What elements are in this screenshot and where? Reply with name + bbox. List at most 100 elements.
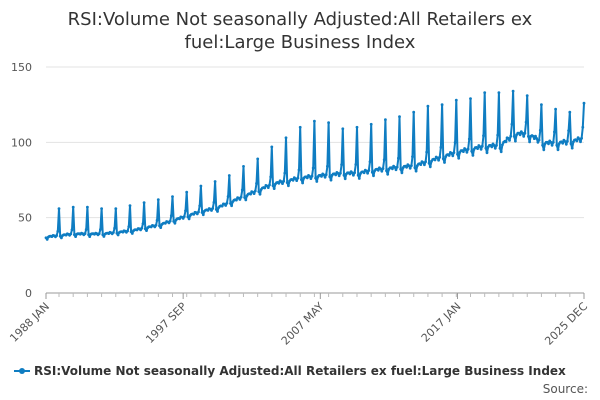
- series-point: [200, 211, 204, 214]
- series-point: [568, 110, 572, 114]
- series-point: [384, 118, 387, 122]
- series-point: [466, 147, 470, 151]
- series-point: [440, 103, 444, 107]
- series-point: [353, 171, 356, 175]
- series-point: [496, 133, 500, 137]
- series-point: [370, 170, 374, 174]
- series-point: [563, 140, 567, 143]
- series-point: [263, 186, 267, 190]
- series-point: [199, 184, 203, 188]
- series-point: [518, 133, 522, 137]
- series-point: [310, 174, 314, 178]
- series-line: [45, 90, 585, 241]
- series-point: [225, 201, 229, 205]
- series-point: [226, 195, 230, 198]
- series-point: [547, 142, 550, 146]
- series-point: [532, 137, 536, 141]
- series-point: [127, 225, 131, 229]
- series-point: [171, 195, 174, 199]
- series-point: [495, 144, 498, 147]
- series-point: [313, 119, 316, 123]
- series-point: [84, 228, 88, 231]
- series-point: [212, 201, 216, 204]
- y-tick-label: 100: [11, 136, 32, 149]
- series-point: [60, 236, 63, 240]
- series-point: [116, 233, 120, 237]
- series-point: [253, 189, 257, 193]
- series-point: [297, 168, 301, 172]
- series-point: [382, 158, 386, 162]
- series-point: [482, 134, 485, 138]
- source-label: Source:: [542, 382, 588, 396]
- series-point: [154, 223, 158, 227]
- series-point: [580, 136, 583, 140]
- series-point: [112, 231, 115, 234]
- series-point: [499, 150, 503, 154]
- series-point: [55, 234, 58, 238]
- series-point: [83, 232, 87, 236]
- series-point: [142, 201, 146, 205]
- series-point: [285, 181, 289, 185]
- series-point: [339, 171, 342, 175]
- series-point: [427, 161, 431, 165]
- series-point: [342, 173, 346, 177]
- series-point: [216, 210, 219, 213]
- series-point: [283, 171, 287, 175]
- series-point: [324, 173, 328, 177]
- series-point: [314, 176, 317, 180]
- series-point: [309, 177, 313, 181]
- legend[interactable]: RSI:Volume Not seasonally Adjusted:All R…: [14, 364, 566, 378]
- series-point: [329, 178, 333, 182]
- series-point: [126, 229, 129, 233]
- series-point: [394, 168, 398, 172]
- series-point: [71, 205, 75, 209]
- series-point: [368, 160, 372, 164]
- series-point: [453, 141, 457, 144]
- series-point: [462, 150, 465, 154]
- series-point: [184, 209, 187, 213]
- series-point: [514, 139, 517, 143]
- series-point: [525, 94, 529, 97]
- series-point: [536, 140, 540, 144]
- series-point: [510, 122, 514, 126]
- series-point: [540, 103, 543, 107]
- series-point: [257, 190, 261, 194]
- series-point: [201, 213, 205, 217]
- series-point: [114, 207, 118, 211]
- series-point: [441, 157, 445, 161]
- series-point: [413, 166, 417, 170]
- series-point: [230, 204, 234, 208]
- series-point: [337, 174, 341, 178]
- series-point: [266, 186, 270, 190]
- series-point: [423, 163, 426, 167]
- series-point: [407, 164, 411, 168]
- series-point: [465, 150, 469, 154]
- series-point: [398, 115, 401, 119]
- series-point: [527, 135, 530, 138]
- series-point: [327, 121, 330, 125]
- series-point: [551, 140, 555, 144]
- series-point: [400, 171, 404, 175]
- series-point: [211, 207, 215, 210]
- series-point: [579, 140, 582, 144]
- series-point: [296, 176, 300, 180]
- series-point: [198, 204, 202, 208]
- series-point: [239, 195, 243, 199]
- series-point: [569, 142, 573, 146]
- series-point: [537, 138, 541, 142]
- series-point: [553, 130, 556, 134]
- series-point: [450, 152, 453, 155]
- series-point: [140, 226, 144, 230]
- series-point: [57, 207, 61, 211]
- series-point: [414, 169, 418, 173]
- series-point: [128, 204, 132, 208]
- series-point: [570, 146, 574, 150]
- series-point: [244, 198, 248, 202]
- series-point: [550, 143, 554, 147]
- series-point: [249, 192, 253, 196]
- x-tick-label: 2017 JAN: [419, 300, 464, 345]
- legend-label: RSI:Volume Not seasonally Adjusted:All R…: [34, 364, 566, 378]
- series-point: [328, 175, 332, 179]
- x-tick-label: 2025 DEC: [542, 300, 590, 348]
- series-point: [99, 228, 102, 231]
